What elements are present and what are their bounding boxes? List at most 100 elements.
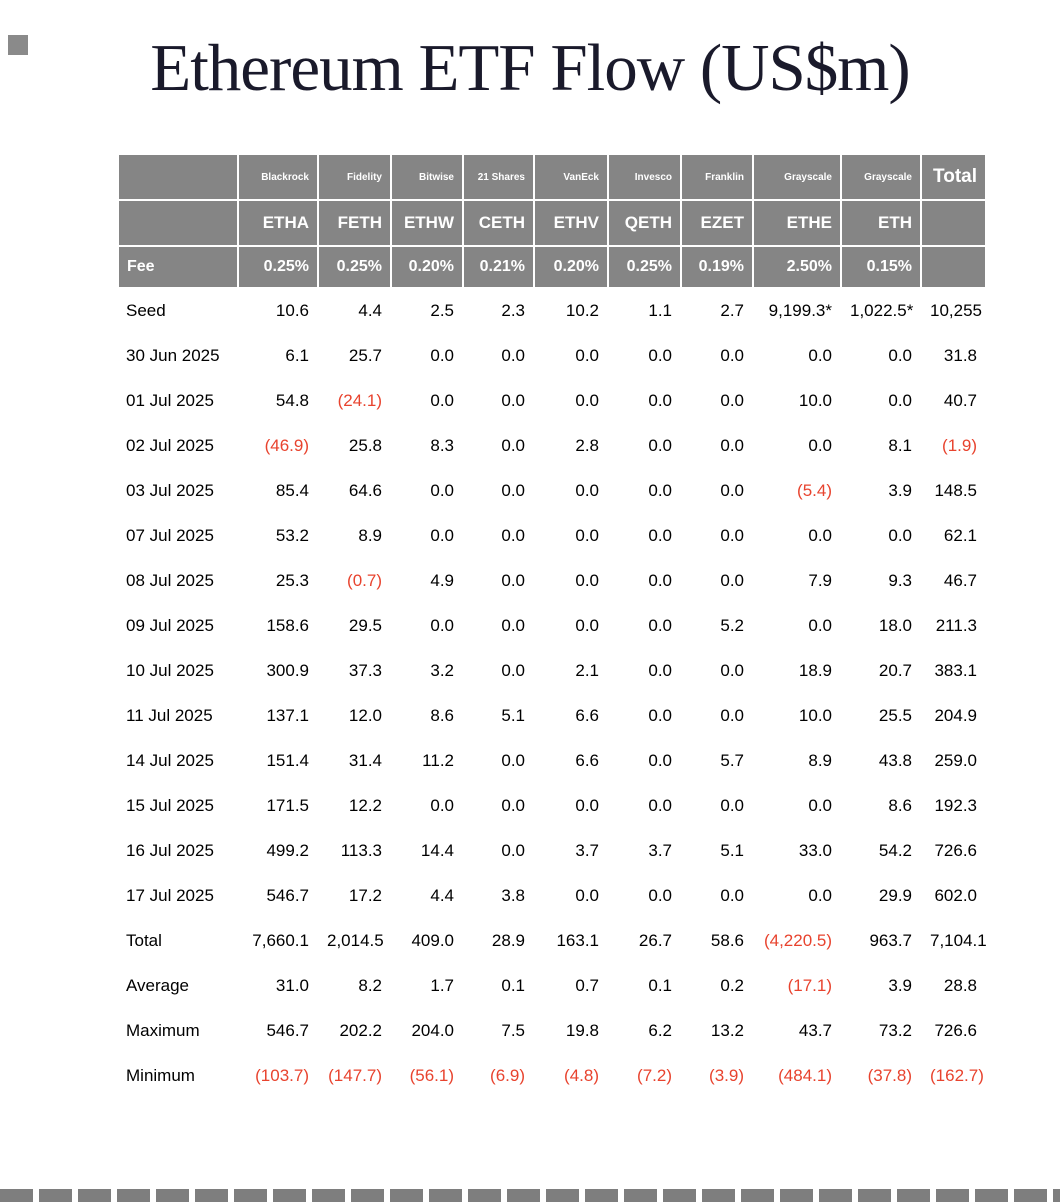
value-cell: 6.6	[534, 693, 608, 738]
value-cell: 0.0	[681, 873, 753, 918]
value-cell: 1,022.5*	[841, 288, 921, 333]
value-cell: 8.9	[753, 738, 841, 783]
value-cell: 0.0	[608, 468, 681, 513]
value-cell: 137.1	[238, 693, 318, 738]
value-cell: 0.0	[608, 513, 681, 558]
value-cell: 6.1	[238, 333, 318, 378]
value-cell: (4,220.5)	[753, 918, 841, 963]
value-cell: 54.2	[841, 828, 921, 873]
value-cell: 9.3	[841, 558, 921, 603]
table-row-average: Average 31.0 8.2 1.7 0.1 0.7 0.1 0.2 (17.1) 3.9 28…	[118, 963, 986, 1008]
table-row-minimum: Minimum (103.7) (147.7) (56.1) (6.9) (4.8) (7.…	[118, 1053, 986, 1098]
etf-flow-table: Blackrock Fidelity Bitwise 21 Shares VanEck I…	[117, 153, 987, 1098]
header-fee: 0.20%	[390, 245, 464, 289]
value-cell: (6.9)	[463, 1053, 534, 1098]
value-cell: 0.0	[608, 603, 681, 648]
row-label: 03 Jul 2025	[118, 468, 238, 513]
value-cell: 0.0	[391, 603, 463, 648]
value-cell: 8.1	[841, 423, 921, 468]
value-cell: 0.2	[681, 963, 753, 1008]
row-label: Seed	[118, 288, 238, 333]
value-cell: 0.0	[391, 513, 463, 558]
value-cell: 10.0	[753, 693, 841, 738]
header-fee: 0.15%	[840, 245, 922, 289]
value-cell: 85.4	[238, 468, 318, 513]
value-cell: 33.0	[753, 828, 841, 873]
value-cell: 151.4	[238, 738, 318, 783]
value-cell: 8.2	[318, 963, 391, 1008]
value-cell: 0.0	[463, 648, 534, 693]
value-cell: 4.9	[391, 558, 463, 603]
value-cell: (7.2)	[608, 1053, 681, 1098]
value-cell: 7,660.1	[238, 918, 318, 963]
value-cell: 17.2	[318, 873, 391, 918]
value-cell: 10.0	[753, 378, 841, 423]
value-cell: (147.7)	[318, 1053, 391, 1098]
row-label: 16 Jul 2025	[118, 828, 238, 873]
value-cell: 25.3	[238, 558, 318, 603]
value-cell: 29.9	[841, 873, 921, 918]
value-cell: 0.0	[534, 873, 608, 918]
value-cell: 0.0	[463, 738, 534, 783]
value-cell: 62.1	[921, 513, 986, 558]
value-cell: 7.5	[463, 1008, 534, 1053]
value-cell: 12.0	[318, 693, 391, 738]
value-cell: 0.0	[681, 468, 753, 513]
value-cell: 19.8	[534, 1008, 608, 1053]
value-cell: 0.0	[681, 693, 753, 738]
row-label: 07 Jul 2025	[118, 513, 238, 558]
value-cell: 0.0	[841, 513, 921, 558]
value-cell: 300.9	[238, 648, 318, 693]
header-blank	[117, 153, 239, 201]
value-cell: 0.0	[608, 333, 681, 378]
table-row-seed: Seed 10.6 4.4 2.5 2.3 10.2 1.1 2.7 9,199.3* 1,022…	[118, 288, 986, 333]
value-cell: 8.6	[841, 783, 921, 828]
header-ticker: ETHV	[533, 199, 609, 247]
value-cell: 26.7	[608, 918, 681, 963]
value-cell: 148.5	[921, 468, 986, 513]
page: Ethereum ETF Flow (US$m) Blackrock Fideli…	[0, 30, 1060, 1202]
value-cell: 0.0	[753, 603, 841, 648]
header-ticker: CETH	[462, 199, 535, 247]
header-fee: 0.25%	[317, 245, 392, 289]
value-cell: 7.9	[753, 558, 841, 603]
value-cell: 40.7	[921, 378, 986, 423]
value-cell: 0.0	[681, 333, 753, 378]
value-cell: 0.0	[534, 378, 608, 423]
value-cell: 28.8	[921, 963, 986, 1008]
value-cell: 158.6	[238, 603, 318, 648]
value-cell: 0.0	[681, 513, 753, 558]
value-cell: 2,014.5	[318, 918, 391, 963]
value-cell: 726.6	[921, 828, 986, 873]
value-cell: 3.2	[391, 648, 463, 693]
table-row-30-jun-2025: 30 Jun 2025 6.1 25.7 0.0 0.0 0.0 0.0 0.0 0.0 0.0 3…	[118, 333, 986, 378]
value-cell: 10.6	[238, 288, 318, 333]
value-cell: 546.7	[238, 873, 318, 918]
table-row-07-jul-2025: 07 Jul 2025 53.2 8.9 0.0 0.0 0.0 0.0 0.0 0.0 0.0 6…	[118, 513, 986, 558]
value-cell: 204.0	[391, 1008, 463, 1053]
value-cell: 1.1	[608, 288, 681, 333]
fee-row-label: Fee	[117, 245, 239, 289]
value-cell: 5.1	[681, 828, 753, 873]
value-cell: 0.0	[608, 783, 681, 828]
value-cell: 0.0	[463, 603, 534, 648]
value-cell: (17.1)	[753, 963, 841, 1008]
value-cell: (103.7)	[238, 1053, 318, 1098]
value-cell: 2.3	[463, 288, 534, 333]
value-cell: 602.0	[921, 873, 986, 918]
value-cell: 3.9	[841, 468, 921, 513]
header-issuer: Invesco	[607, 153, 682, 201]
value-cell: (56.1)	[391, 1053, 463, 1098]
value-cell: 6.2	[608, 1008, 681, 1053]
header-issuer: Blackrock	[237, 153, 319, 201]
value-cell: 0.0	[608, 423, 681, 468]
value-cell: 0.0	[463, 783, 534, 828]
header-issuer: 21 Shares	[462, 153, 535, 201]
value-cell: 0.0	[608, 738, 681, 783]
value-cell: 31.4	[318, 738, 391, 783]
header-fee: 0.25%	[237, 245, 319, 289]
value-cell: 58.6	[681, 918, 753, 963]
table-fragment-top-left	[8, 35, 28, 55]
value-cell: 8.9	[318, 513, 391, 558]
value-cell: 31.8	[921, 333, 986, 378]
